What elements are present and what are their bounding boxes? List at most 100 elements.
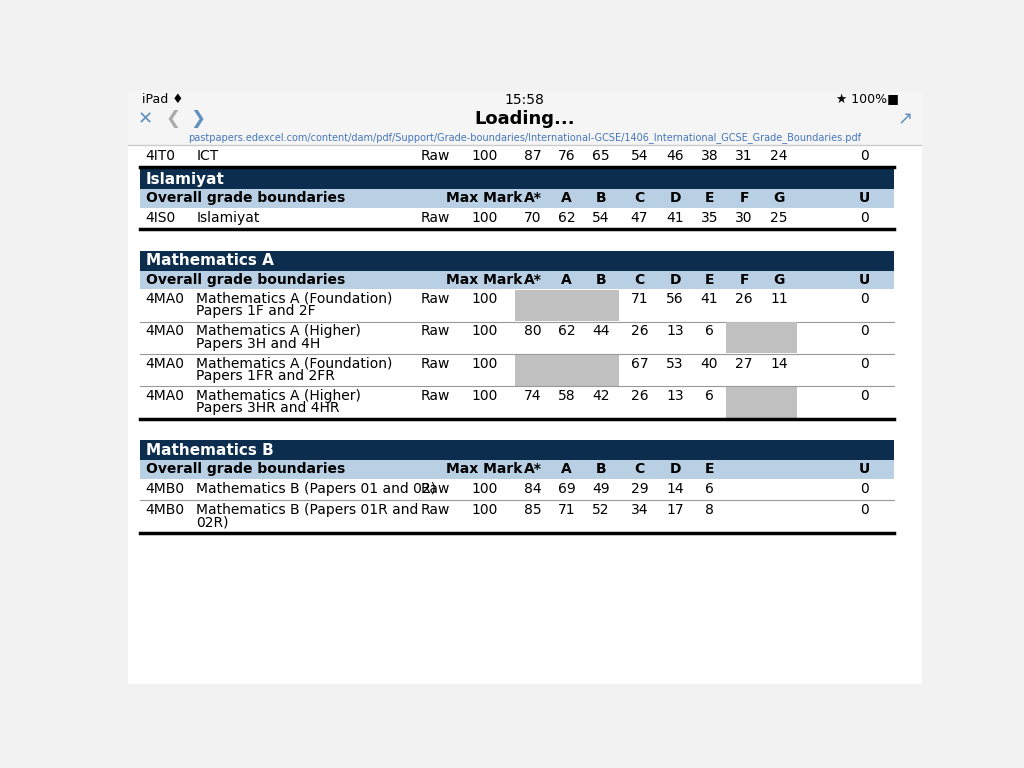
Text: 02R): 02R) <box>197 515 228 529</box>
Text: G: G <box>773 273 784 287</box>
Text: 6: 6 <box>705 389 714 403</box>
Text: Islamiyat: Islamiyat <box>197 211 259 226</box>
Text: 62: 62 <box>558 324 575 339</box>
Text: A: A <box>561 191 572 205</box>
Text: 4MA0: 4MA0 <box>145 356 184 371</box>
Text: 41: 41 <box>700 292 718 306</box>
Text: 84: 84 <box>523 482 542 496</box>
Text: 54: 54 <box>592 211 609 226</box>
Text: U: U <box>859 273 869 287</box>
Text: Max Mark: Max Mark <box>446 462 522 476</box>
Text: 35: 35 <box>700 211 718 226</box>
Text: C: C <box>635 273 645 287</box>
Bar <box>128 92 922 108</box>
Text: 4MB0: 4MB0 <box>145 482 184 496</box>
Text: D: D <box>670 191 681 205</box>
Text: A: A <box>561 273 572 287</box>
Text: Overall grade boundaries: Overall grade boundaries <box>145 462 345 476</box>
Text: ✕: ✕ <box>137 110 153 128</box>
Text: 100: 100 <box>471 356 498 371</box>
Text: 54: 54 <box>631 149 648 163</box>
Text: B: B <box>595 273 606 287</box>
Text: 0: 0 <box>860 324 868 339</box>
Text: Mathematics B: Mathematics B <box>145 442 273 458</box>
Text: Max Mark: Max Mark <box>446 273 522 287</box>
Text: E: E <box>705 273 714 287</box>
Bar <box>139 207 894 229</box>
Text: A*: A* <box>523 273 542 287</box>
Text: 6: 6 <box>705 482 714 496</box>
Text: 87: 87 <box>523 149 542 163</box>
Text: 4MA0: 4MA0 <box>145 389 184 403</box>
Text: iPad ♦: iPad ♦ <box>142 94 183 106</box>
Text: Max Mark: Max Mark <box>446 191 522 205</box>
Text: 47: 47 <box>631 211 648 226</box>
Text: A*: A* <box>523 462 542 476</box>
Text: 26: 26 <box>631 389 648 403</box>
Text: Raw: Raw <box>421 324 451 339</box>
Text: Overall grade boundaries: Overall grade boundaries <box>145 191 345 205</box>
Bar <box>128 108 922 131</box>
Text: ↗: ↗ <box>897 110 912 128</box>
Text: Mathematics A (Foundation): Mathematics A (Foundation) <box>197 292 392 306</box>
Text: 31: 31 <box>735 149 753 163</box>
Text: C: C <box>635 462 645 476</box>
Text: F: F <box>739 273 749 287</box>
Text: 26: 26 <box>631 324 648 339</box>
Bar <box>726 387 797 418</box>
Text: 0: 0 <box>860 292 868 306</box>
Text: U: U <box>859 462 869 476</box>
Text: 70: 70 <box>524 211 542 226</box>
Text: Papers 3HR and 4HR: Papers 3HR and 4HR <box>197 402 340 415</box>
Text: 42: 42 <box>592 389 609 403</box>
Text: ❯: ❯ <box>190 110 206 128</box>
Text: 13: 13 <box>667 324 684 339</box>
Bar <box>726 323 797 353</box>
Bar <box>515 355 618 386</box>
Text: 67: 67 <box>631 356 648 371</box>
Text: Papers 3H and 4H: Papers 3H and 4H <box>197 336 321 351</box>
Text: B: B <box>595 462 606 476</box>
Text: Mathematics A (Higher): Mathematics A (Higher) <box>197 324 361 339</box>
Text: 100: 100 <box>471 389 498 403</box>
Text: 38: 38 <box>700 149 718 163</box>
Text: C: C <box>635 191 645 205</box>
Text: 29: 29 <box>631 482 648 496</box>
Bar <box>139 500 894 532</box>
Text: 52: 52 <box>592 503 609 517</box>
Text: Loading...: Loading... <box>474 110 575 128</box>
Text: E: E <box>705 462 714 476</box>
Bar <box>139 189 894 207</box>
Text: 71: 71 <box>631 292 648 306</box>
Text: G: G <box>773 191 784 205</box>
Text: 100: 100 <box>471 149 498 163</box>
Text: Mathematics A (Foundation): Mathematics A (Foundation) <box>197 356 392 371</box>
Text: Papers 1F and 2F: Papers 1F and 2F <box>197 304 315 318</box>
Text: Mathematics A (Higher): Mathematics A (Higher) <box>197 389 361 403</box>
Text: A*: A* <box>523 191 542 205</box>
Text: E: E <box>705 191 714 205</box>
Text: Raw: Raw <box>421 482 451 496</box>
Text: 100: 100 <box>471 324 498 339</box>
Bar <box>139 322 894 354</box>
Text: 80: 80 <box>523 324 542 339</box>
Text: Raw: Raw <box>421 149 451 163</box>
Text: 0: 0 <box>860 149 868 163</box>
Text: Raw: Raw <box>421 211 451 226</box>
Text: ICT: ICT <box>197 149 218 163</box>
Text: 71: 71 <box>558 503 575 517</box>
Text: pastpapers.edexcel.com/content/dam/pdf/Support/Grade-boundaries/International-GC: pastpapers.edexcel.com/content/dam/pdf/S… <box>188 132 861 143</box>
Text: 4MA0: 4MA0 <box>145 292 184 306</box>
Text: 8: 8 <box>705 503 714 517</box>
Text: 0: 0 <box>860 356 868 371</box>
Bar <box>139 478 894 500</box>
Text: 100: 100 <box>471 292 498 306</box>
Text: ❮: ❮ <box>166 110 180 128</box>
Text: 34: 34 <box>631 503 648 517</box>
Bar <box>139 251 894 271</box>
Text: 41: 41 <box>667 211 684 226</box>
Text: 13: 13 <box>667 389 684 403</box>
Text: 11: 11 <box>770 292 787 306</box>
Text: 27: 27 <box>735 356 753 371</box>
Text: 100: 100 <box>471 503 498 517</box>
